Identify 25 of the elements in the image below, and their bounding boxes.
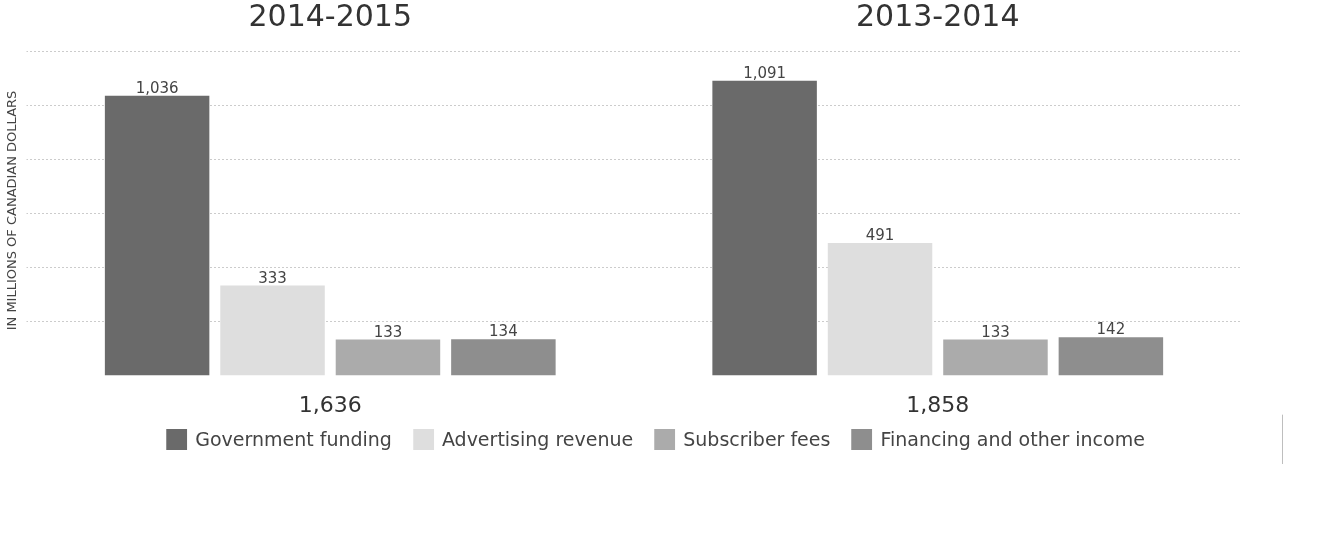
y-axis-title: IN MILLIONS OF CANADIAN DOLLARS (3, 90, 19, 331)
bar (943, 339, 1048, 376)
x-tick-label: 2013-2014 (855, 0, 1020, 33)
bar (220, 285, 325, 376)
legend-label: Subscriber fees (683, 428, 831, 450)
x-tick-label: 2014-2015 (248, 0, 413, 33)
data-label: 491 (865, 225, 895, 244)
total-label: 1,636 (298, 391, 362, 417)
data-label: 133 (373, 322, 403, 341)
legend-label: Advertising revenue (441, 428, 634, 450)
legend-label: Financing and other income (880, 428, 1145, 450)
bar (335, 339, 441, 376)
bar (104, 95, 210, 376)
bar (827, 242, 933, 376)
data-label: 1,091 (743, 63, 787, 82)
bar (451, 339, 556, 376)
bar (1058, 337, 1164, 376)
data-label: 142 (1096, 320, 1126, 339)
bar (712, 80, 817, 376)
data-label: 1,036 (135, 78, 179, 97)
data-label: 333 (258, 268, 287, 287)
data-label: 134 (489, 322, 518, 341)
total-label: 1,858 (906, 391, 970, 417)
data-label: 133 (981, 322, 1010, 341)
legend-label: Government funding (195, 428, 392, 450)
